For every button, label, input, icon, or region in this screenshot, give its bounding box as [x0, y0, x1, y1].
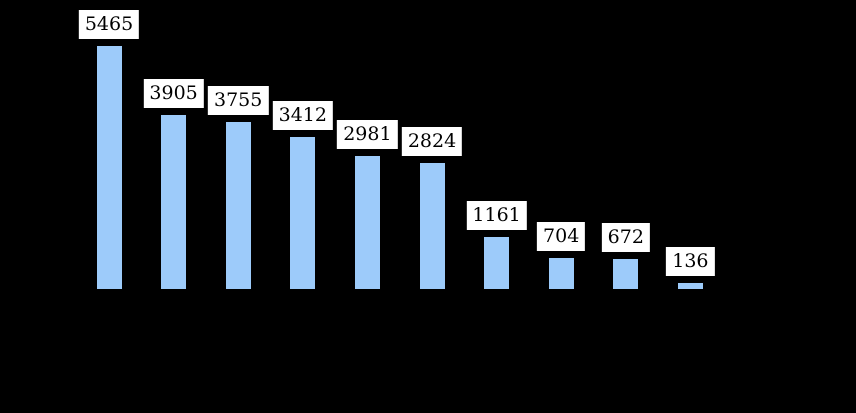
bar	[548, 258, 574, 289]
bar-value-label: 2824	[401, 127, 463, 156]
bar-value-label: 704	[537, 222, 586, 251]
bar	[225, 122, 251, 289]
bar	[484, 237, 510, 289]
bar	[419, 163, 445, 289]
bar-value-label: 136	[666, 247, 715, 276]
bar	[354, 156, 380, 289]
bar-value-label: 3755	[208, 86, 269, 115]
bar	[290, 137, 316, 289]
bar-value-label: 2981	[337, 120, 398, 149]
bar	[613, 259, 639, 289]
bar-value-label: 672	[601, 223, 650, 252]
bar-value-label: 3905	[143, 79, 204, 108]
bar	[96, 46, 122, 289]
bar	[161, 115, 187, 289]
bar-value-label: 3412	[272, 101, 333, 130]
bar-value-label: 1161	[466, 201, 527, 230]
bar	[677, 283, 703, 289]
bar-value-label: 5465	[78, 10, 140, 39]
